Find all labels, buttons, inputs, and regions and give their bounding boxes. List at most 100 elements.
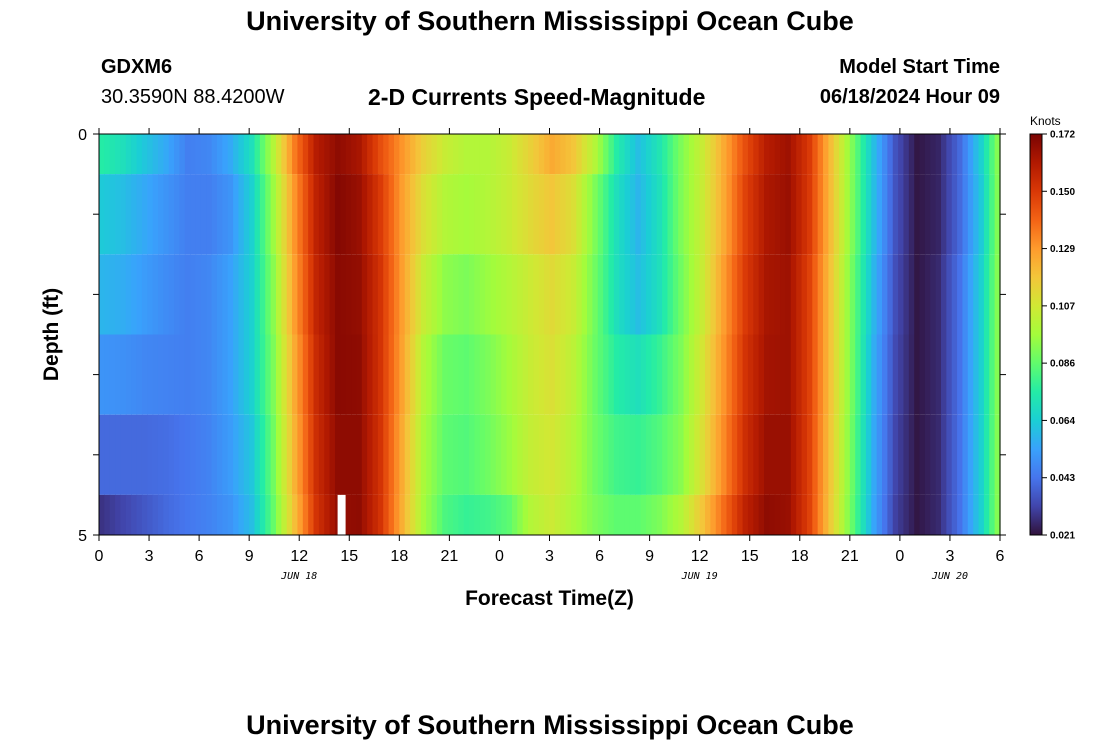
heatmap-cell bbox=[656, 334, 663, 415]
heatmap-cell bbox=[544, 134, 551, 175]
heatmap-cell bbox=[892, 134, 899, 175]
heatmap-cell bbox=[587, 254, 593, 335]
heatmap-cell bbox=[849, 134, 856, 175]
heatmap-cell bbox=[249, 414, 256, 495]
heatmap-cell bbox=[619, 254, 626, 335]
heatmap-cell bbox=[377, 494, 384, 535]
heatmap-cell bbox=[109, 494, 116, 535]
heatmap-cell bbox=[334, 174, 341, 255]
heatmap-cell bbox=[603, 174, 610, 255]
heatmap-cell bbox=[603, 494, 610, 535]
heatmap-cell bbox=[463, 414, 470, 495]
heatmap-cell bbox=[662, 414, 669, 495]
heatmap-cell bbox=[973, 414, 980, 495]
heatmap-cell bbox=[125, 134, 132, 175]
heatmap-cell bbox=[705, 494, 711, 535]
heatmap-cell bbox=[747, 254, 754, 335]
heatmap-cell bbox=[297, 334, 304, 415]
heatmap-cell bbox=[731, 134, 738, 175]
heatmap-cell bbox=[651, 414, 658, 495]
heatmap-cell bbox=[565, 334, 572, 415]
heatmap-cell bbox=[597, 334, 604, 415]
heatmap-cell bbox=[200, 134, 207, 175]
heatmap-cell bbox=[216, 174, 223, 255]
heatmap-cell bbox=[865, 134, 872, 175]
heatmap-cell bbox=[973, 334, 980, 415]
heatmap-cell bbox=[506, 174, 513, 255]
heatmap-cell bbox=[206, 254, 213, 335]
heatmap-cell bbox=[131, 414, 138, 495]
heatmap-cell bbox=[511, 494, 518, 535]
model-start-value: 06/18/2024 Hour 09 bbox=[819, 86, 1000, 108]
heatmap-cell bbox=[860, 134, 867, 175]
heatmap-cell bbox=[871, 334, 878, 415]
heatmap-cell bbox=[206, 334, 213, 415]
heatmap-cell bbox=[383, 414, 390, 495]
heatmap-cell bbox=[731, 174, 738, 255]
heatmap-cell bbox=[597, 254, 604, 335]
heatmap-cell bbox=[785, 254, 792, 335]
heatmap-cell bbox=[967, 414, 974, 495]
heatmap-cell bbox=[876, 414, 883, 495]
heatmap-cell bbox=[195, 334, 202, 415]
heatmap-cell bbox=[377, 134, 384, 175]
heatmap-cells bbox=[99, 134, 1001, 535]
heatmap-cell bbox=[935, 494, 942, 535]
heatmap-cell bbox=[115, 494, 122, 535]
heatmap-cell bbox=[624, 494, 631, 535]
heatmap-cell bbox=[458, 414, 465, 495]
heatmap-cell bbox=[351, 134, 358, 175]
heatmap-cell bbox=[608, 134, 615, 175]
heatmap-cell bbox=[195, 494, 202, 535]
heatmap-cell bbox=[469, 134, 476, 175]
heatmap-cell bbox=[710, 134, 717, 175]
heatmap-cell bbox=[495, 134, 502, 175]
heatmap-cell bbox=[710, 174, 717, 255]
heatmap-cell bbox=[576, 334, 583, 415]
heatmap-cell bbox=[485, 174, 492, 255]
heatmap-cell bbox=[758, 134, 765, 175]
heatmap-cell bbox=[688, 254, 695, 335]
heatmap-cell bbox=[742, 134, 749, 175]
heatmap-cell bbox=[812, 174, 819, 255]
colorbar-tick-label: 0.021 bbox=[1050, 531, 1075, 542]
heatmap-cell bbox=[286, 414, 293, 495]
heatmap-cell bbox=[254, 414, 261, 495]
heatmap-cell bbox=[367, 254, 374, 335]
heatmap-cell bbox=[410, 334, 417, 415]
heatmap-cell bbox=[222, 254, 229, 335]
heatmap-cell bbox=[801, 414, 808, 495]
y-axis-title: Depth (ft) bbox=[40, 288, 63, 381]
heatmap-cell bbox=[157, 414, 164, 495]
heatmap-cell bbox=[721, 134, 728, 175]
heatmap-cell bbox=[361, 174, 368, 255]
heatmap-cell bbox=[388, 334, 395, 415]
heatmap-cell bbox=[254, 254, 261, 335]
heatmap-cell bbox=[275, 134, 282, 175]
heatmap-cell bbox=[549, 134, 556, 175]
heatmap-cell bbox=[356, 414, 363, 495]
heatmap-cell bbox=[721, 254, 728, 335]
heatmap-cell bbox=[769, 134, 776, 175]
heatmap-cell bbox=[345, 254, 352, 335]
heatmap-cell bbox=[882, 494, 888, 535]
heatmap-cell bbox=[211, 414, 218, 495]
heatmap-cell bbox=[227, 414, 234, 495]
heatmap-cell bbox=[361, 414, 368, 495]
heatmap-cell bbox=[308, 414, 315, 495]
heatmap-cell bbox=[345, 414, 352, 495]
heatmap-cell bbox=[318, 334, 325, 415]
heatmap-cell bbox=[951, 334, 958, 415]
heatmap-cell bbox=[377, 414, 384, 495]
heatmap-cell bbox=[576, 254, 583, 335]
heatmap-cell bbox=[511, 174, 518, 255]
heatmap-cell bbox=[892, 254, 899, 335]
heatmap-cell bbox=[324, 334, 331, 415]
heatmap-cell bbox=[490, 254, 497, 335]
heatmap-cell bbox=[544, 174, 551, 255]
heatmap-cell bbox=[892, 494, 899, 535]
heatmap-cell bbox=[839, 174, 846, 255]
heatmap-cell bbox=[474, 254, 481, 335]
heatmap-cell bbox=[930, 254, 937, 335]
heatmap-cell bbox=[426, 494, 433, 535]
